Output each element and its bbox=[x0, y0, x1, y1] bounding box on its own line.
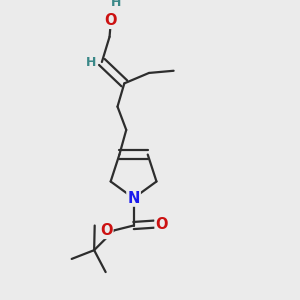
Text: O: O bbox=[105, 13, 117, 28]
Text: N: N bbox=[128, 190, 140, 206]
Text: H: H bbox=[111, 0, 121, 9]
Text: H: H bbox=[86, 56, 97, 69]
Text: O: O bbox=[100, 223, 112, 238]
Text: O: O bbox=[155, 217, 168, 232]
